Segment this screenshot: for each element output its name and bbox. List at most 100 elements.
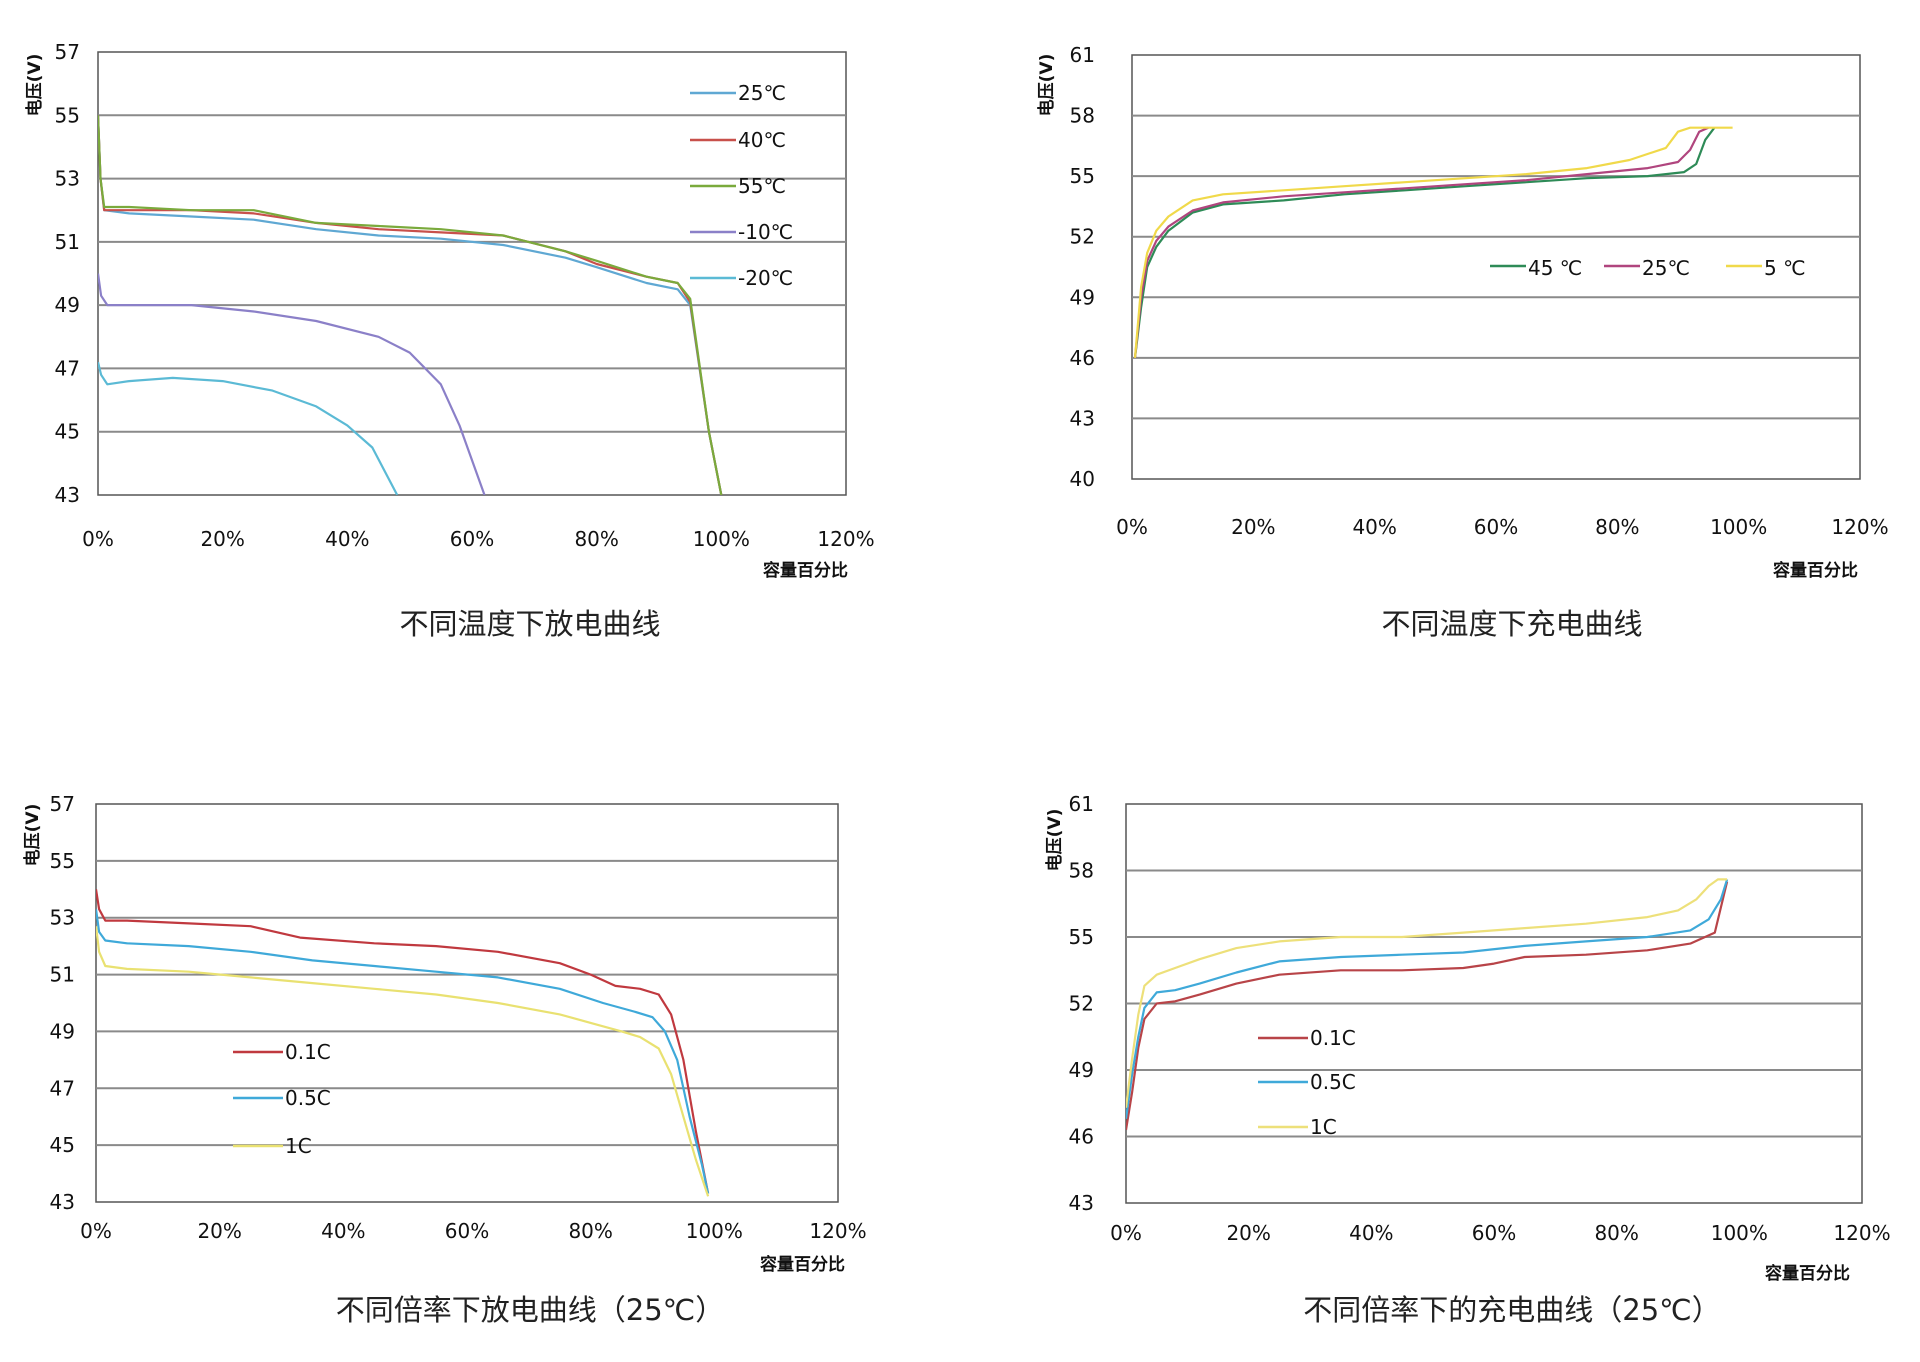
legend-label: -10℃ — [738, 220, 793, 244]
y-tick-label: 45 — [55, 420, 80, 444]
x-tick-label: 20% — [200, 527, 244, 551]
series-line-1 — [1133, 127, 1716, 359]
legend-label: 40℃ — [738, 128, 786, 152]
legend-label: 1C — [1310, 1115, 1337, 1139]
series-line-3 — [96, 926, 710, 1197]
x-tick-label: 120% — [1831, 515, 1888, 539]
x-tick-label: 120% — [1833, 1221, 1890, 1245]
y-tick-label: 47 — [55, 356, 80, 380]
legend-label: 45 ℃ — [1528, 256, 1582, 280]
x-tick-label: 0% — [1116, 515, 1148, 539]
x-tick-label: 60% — [1474, 515, 1518, 539]
legend-label: 25℃ — [1642, 256, 1690, 280]
y-tick-label: 53 — [55, 167, 80, 191]
series-line-3 — [1126, 878, 1728, 1108]
x-axis-title: 容量百分比 — [763, 560, 848, 581]
y-axis-title: 电压(V) — [1036, 54, 1057, 117]
y-tick-label: 58 — [1069, 859, 1094, 883]
series-line-2 — [1126, 879, 1729, 1119]
y-tick-label: 40 — [1070, 467, 1095, 491]
chart-caption: 不同倍率下的充电曲线（25℃） — [1303, 1293, 1720, 1327]
y-tick-label: 57 — [55, 40, 80, 64]
x-axis-title: 容量百分比 — [1765, 1263, 1850, 1284]
y-tick-label: 49 — [55, 293, 80, 317]
chart-panel-2: 40 43 46 49 52 55 58 61 0% 20% 40% 60% 80% 100% 120% 容量… — [1036, 43, 1889, 641]
series-line-1 — [98, 115, 723, 495]
series-line-2 — [96, 909, 710, 1194]
y-tick-label: 55 — [50, 849, 75, 873]
y-tick-label: 55 — [1069, 925, 1094, 949]
y-tick-label: 43 — [50, 1190, 75, 1214]
x-tick-label: 20% — [1226, 1221, 1270, 1245]
series-line-4 — [98, 273, 486, 495]
series-line-1 — [96, 889, 710, 1194]
series-line-5 — [98, 361, 399, 495]
y-axis-title: 电压(V) — [24, 54, 45, 117]
legend-label: 55℃ — [738, 174, 786, 198]
y-tick-label: 49 — [50, 1019, 75, 1043]
x-tick-label: 80% — [1594, 1221, 1638, 1245]
x-tick-label: 40% — [321, 1219, 365, 1243]
y-tick-label: 46 — [1070, 346, 1095, 370]
x-tick-label: 40% — [325, 527, 369, 551]
y-tick-label: 51 — [50, 963, 75, 987]
x-tick-label: 20% — [197, 1219, 241, 1243]
y-tick-label: 49 — [1070, 285, 1095, 309]
x-tick-label: 0% — [82, 527, 114, 551]
x-tick-label: 100% — [1710, 515, 1767, 539]
x-tick-label: 80% — [1595, 515, 1639, 539]
x-tick-label: 100% — [686, 1219, 743, 1243]
legend-label: 0.5C — [285, 1086, 331, 1110]
y-tick-label: 53 — [50, 906, 75, 930]
x-tick-label: 120% — [809, 1219, 866, 1243]
y-tick-label: 43 — [1070, 406, 1095, 430]
series-line-3 — [1133, 126, 1733, 358]
y-tick-label: 47 — [50, 1076, 75, 1100]
x-tick-label: 20% — [1231, 515, 1275, 539]
x-tick-label: 40% — [1349, 1221, 1393, 1245]
x-tick-label: 80% — [574, 527, 618, 551]
y-axis-title: 电压(V) — [1044, 809, 1065, 872]
y-tick-label: 57 — [50, 792, 75, 816]
legend-label: 0.5C — [1310, 1070, 1356, 1094]
y-tick-label: 61 — [1070, 43, 1095, 67]
legend-label: 1C — [285, 1134, 312, 1158]
y-tick-label: 61 — [1069, 792, 1094, 816]
x-tick-label: 120% — [817, 527, 874, 551]
chart-caption: 不同倍率下放电曲线（25℃） — [336, 1293, 724, 1327]
y-tick-label: 49 — [1069, 1058, 1094, 1082]
x-tick-label: 60% — [1472, 1221, 1516, 1245]
y-tick-label: 55 — [55, 103, 80, 127]
legend-label: 0.1C — [1310, 1026, 1356, 1050]
y-tick-label: 45 — [50, 1133, 75, 1157]
y-tick-label: 58 — [1070, 104, 1095, 128]
y-tick-label: 55 — [1070, 164, 1095, 188]
y-tick-label: 51 — [55, 230, 80, 254]
x-tick-label: 60% — [450, 527, 494, 551]
x-tick-label: 0% — [1110, 1221, 1142, 1245]
legend-label: -20℃ — [738, 266, 793, 290]
x-tick-label: 100% — [693, 527, 750, 551]
x-tick-label: 40% — [1352, 515, 1396, 539]
plot-area — [95, 803, 839, 1203]
y-tick-label: 52 — [1070, 225, 1095, 249]
chart-panel-3: 43 45 47 49 51 53 55 57 0% 20% 40% 60% 80% 100% 120% 容量… — [22, 792, 867, 1327]
chart-panel-4: 43 46 49 52 55 58 61 0% 20% 40% 60% 80% 100% 120% 容量百分… — [1044, 792, 1891, 1327]
legend-label: 5 ℃ — [1764, 256, 1806, 280]
y-tick-label: 52 — [1069, 992, 1094, 1016]
series-line-3 — [98, 115, 723, 495]
y-tick-label: 46 — [1069, 1125, 1094, 1149]
chart-panel-1: 43 45 47 49 51 53 55 57 0% 20% 40% 60% 80% 100% 120% 容量… — [24, 40, 875, 641]
series-line-2 — [1133, 126, 1709, 359]
x-tick-label: 60% — [445, 1219, 489, 1243]
y-tick-label: 43 — [55, 483, 80, 507]
x-axis-title: 容量百分比 — [1773, 560, 1858, 581]
series-line-1 — [1126, 881, 1729, 1131]
y-axis-title: 电压(V) — [22, 804, 43, 867]
plot-area — [97, 51, 847, 496]
x-tick-label: 100% — [1711, 1221, 1768, 1245]
y-tick-label: 43 — [1069, 1191, 1094, 1215]
chart-caption: 不同温度下放电曲线 — [399, 607, 660, 641]
legend-label: 25℃ — [738, 81, 786, 105]
